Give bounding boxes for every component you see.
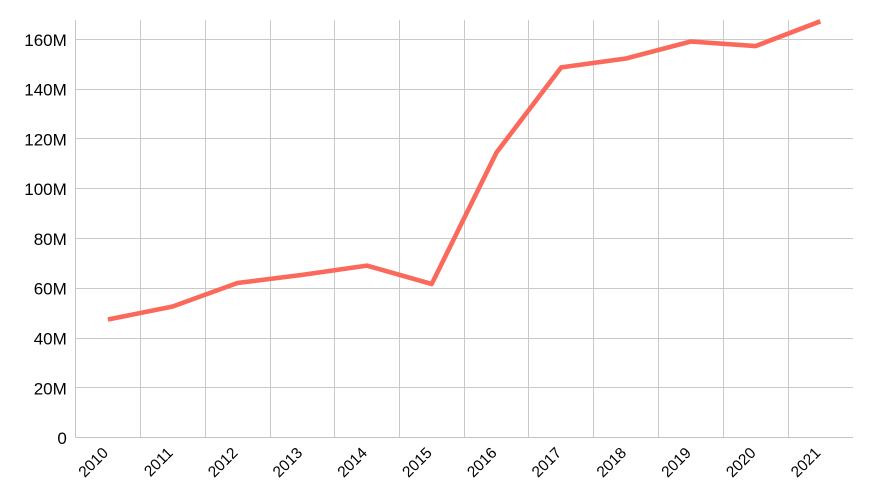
svg-text:40M: 40M: [34, 330, 67, 349]
svg-text:100M: 100M: [24, 180, 67, 199]
svg-text:60M: 60M: [34, 280, 67, 299]
svg-text:2014: 2014: [335, 444, 372, 481]
svg-text:0: 0: [57, 429, 66, 448]
svg-text:2012: 2012: [205, 445, 241, 481]
svg-text:2018: 2018: [594, 445, 630, 481]
svg-text:2010: 2010: [76, 444, 113, 481]
svg-text:2011: 2011: [141, 445, 177, 481]
svg-text:2017: 2017: [529, 445, 565, 481]
svg-text:2015: 2015: [399, 445, 435, 481]
svg-text:2013: 2013: [270, 445, 306, 481]
svg-text:80M: 80M: [34, 230, 67, 249]
svg-text:120M: 120M: [24, 130, 67, 149]
svg-text:160M: 160M: [24, 31, 67, 50]
svg-text:140M: 140M: [24, 81, 67, 100]
svg-text:2020: 2020: [723, 444, 760, 481]
svg-text:2016: 2016: [464, 445, 500, 481]
svg-text:20M: 20M: [34, 379, 67, 398]
svg-text:2021: 2021: [788, 445, 824, 481]
svg-text:2019: 2019: [658, 445, 694, 481]
